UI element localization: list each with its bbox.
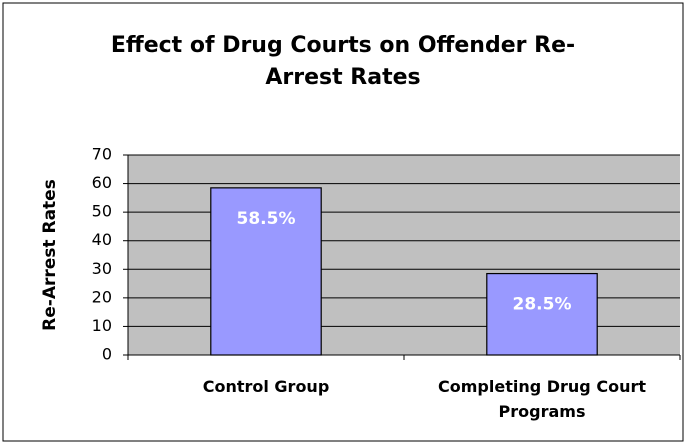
y-tick-label: 70 [92,145,112,164]
chart-title: Effect of Drug Courts on Offender Re-Arr… [110,33,576,90]
y-tick-label: 0 [102,345,112,364]
value-label: 28.5% [513,295,572,315]
y-tick-label: 30 [92,259,112,278]
y-tick-label: 60 [92,173,112,192]
x-tick-label: Control Group [202,377,330,396]
value-label: 58.5% [237,209,296,229]
y-tick-label: 10 [92,316,112,335]
bar [210,187,322,356]
bar [486,272,598,356]
y-tick-label: 50 [92,202,112,221]
y-tick-label: 40 [92,230,112,249]
y-axis-label: Re-Arrest Rates [40,179,60,331]
y-tick-label: 20 [92,287,112,306]
x-tick-label: Completing Drug Court Programs [438,377,646,421]
